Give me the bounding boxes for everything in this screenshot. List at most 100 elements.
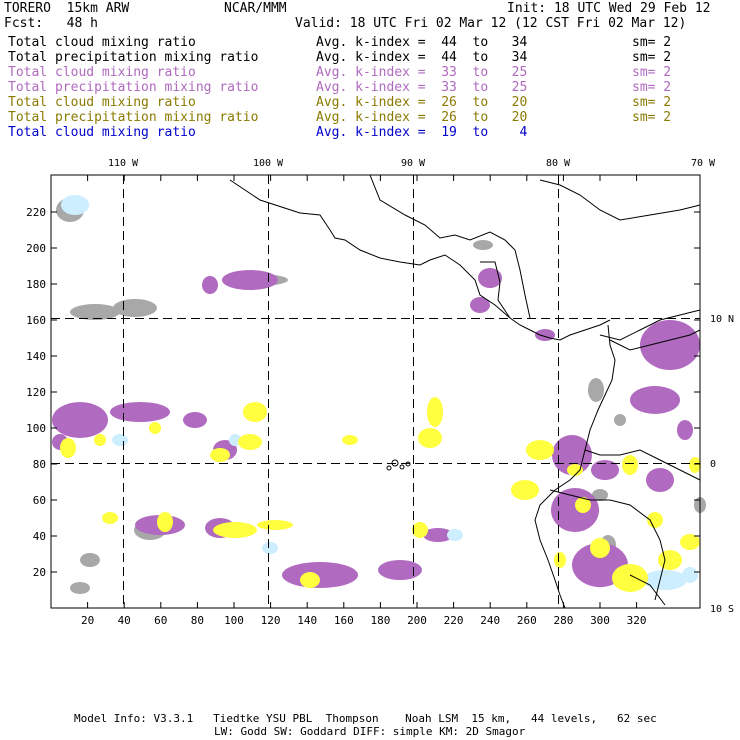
yellow-precip (418, 428, 442, 448)
coastline (584, 449, 701, 481)
longitude-label: 100 W (253, 158, 284, 169)
y-tick-label: 60 (33, 494, 46, 507)
legend-smoothing: sm= 2 (632, 80, 672, 95)
y-tick-label: 140 (26, 350, 46, 363)
yellow-precip (511, 480, 539, 500)
legend-smoothing: sm= 2 (632, 65, 672, 80)
light-blue-cloud (682, 567, 698, 583)
x-tick-label: 40 (118, 614, 131, 627)
purple-cloud (677, 420, 693, 440)
yellow-precip (238, 434, 262, 450)
y-tick-label: 200 (26, 242, 46, 255)
purple-cloud (423, 528, 453, 542)
x-tick-label: 280 (553, 614, 573, 627)
model-info: Model Info: V3.3.1 Tiedtke YSU PBL Thomp… (74, 712, 657, 725)
longitude-label: 80 W (546, 158, 571, 169)
legend-field: Total precipitation mixing ratio (8, 110, 259, 125)
y-tick-label: 20 (33, 566, 46, 579)
x-tick-label: 120 (261, 614, 281, 627)
yellow-precip (526, 440, 554, 460)
axis-labels: 220 200 180 160 140 120 100 80 60 40 20 20 40 60 80 100… (26, 158, 734, 627)
coastline (629, 574, 666, 606)
yellow-precip (575, 497, 591, 513)
y-tick-label: 40 (33, 530, 46, 543)
coastline (539, 179, 701, 221)
latitude-label: 10 S (710, 604, 734, 615)
purple-cloud (552, 435, 592, 475)
longitude-label: 110 W (108, 158, 139, 169)
purple-cloud (52, 402, 108, 438)
legend-field: Total cloud mixing ratio (8, 95, 196, 110)
x-tick-label: 20 (81, 614, 94, 627)
purple-cloud (478, 268, 502, 288)
latitude-label: 0 (710, 459, 716, 470)
gray-cloud (592, 489, 608, 501)
legend-smoothing: sm= 2 (632, 50, 672, 65)
yellow-precip (149, 422, 161, 434)
gray-cloud (70, 304, 120, 320)
valid-time: Valid: 18 UTC Fri 02 Mar 12 (12 CST Fri … (295, 16, 687, 31)
legend-row: Total precipitation mixing ratio Avg. k-i… (8, 50, 708, 65)
yellow-precip (622, 455, 638, 475)
yellow-precip (102, 512, 118, 524)
legend-field: Total precipitation mixing ratio (8, 80, 259, 95)
yellow-precip (300, 572, 320, 588)
legend-smoothing: sm= 2 (632, 95, 672, 110)
y-tick-label: 80 (33, 458, 46, 471)
legend-field: Total cloud mixing ratio (8, 125, 196, 140)
light-blue-cloud (262, 542, 278, 554)
axis-ticks (51, 175, 700, 608)
longitude-label: 70 W (691, 158, 716, 169)
physics-info: LW: Godd SW: Goddard DIFF: simple KM: 2D… (214, 725, 526, 738)
yellow-precip (680, 534, 700, 550)
yellow-precip (213, 522, 257, 538)
x-tick-label: 320 (627, 614, 647, 627)
yellow-precip (257, 520, 293, 530)
x-tick-label: 100 (224, 614, 244, 627)
coastline (549, 489, 666, 601)
x-tick-label: 60 (154, 614, 167, 627)
yellow-precip (157, 512, 173, 532)
y-tick-label: 220 (26, 206, 46, 219)
coastline (229, 179, 611, 341)
legend-smoothing: sm= 2 (632, 35, 672, 50)
lat-lon-grid (51, 175, 700, 608)
legend-row: Total cloud mixing ratio Avg. k-index = 1… (8, 125, 708, 140)
x-tick-label: 200 (407, 614, 427, 627)
coastlines (229, 174, 701, 609)
island (386, 465, 392, 471)
yellow-precip (567, 464, 583, 476)
island (399, 464, 405, 470)
gray-cloud (80, 553, 100, 567)
light-blue-cloud (643, 570, 687, 590)
cloud-fields (52, 195, 706, 594)
gray-cloud (473, 240, 493, 250)
light-blue-cloud (112, 434, 128, 446)
purple-cloud (222, 270, 278, 290)
light-blue-cloud (229, 434, 241, 446)
legend-row: Total cloud mixing ratio Avg. k-index = 4… (8, 35, 708, 50)
coastline (369, 174, 516, 251)
yellow-precip (612, 564, 648, 592)
model-title: TORERO 15km ARW (4, 1, 130, 16)
purple-cloud (591, 460, 619, 480)
legend-index: Avg. k-index = 26 to 20 (316, 110, 528, 125)
legend-row: Total precipitation mixing ratio Avg. k-i… (8, 80, 708, 95)
yellow-precip (94, 434, 106, 446)
x-tick-label: 240 (480, 614, 500, 627)
x-tick-label: 140 (297, 614, 317, 627)
yellow-precip (342, 435, 358, 445)
light-blue-cloud (447, 529, 463, 541)
legend-field: Total precipitation mixing ratio (8, 50, 259, 65)
coastline (609, 329, 701, 351)
x-tick-label: 220 (444, 614, 464, 627)
light-blue-cloud (61, 195, 89, 215)
legend-index: Avg. k-index = 33 to 25 (316, 80, 528, 95)
coastline (514, 249, 531, 319)
gray-cloud (113, 299, 157, 317)
legend-field: Total cloud mixing ratio (8, 65, 196, 80)
legend-row: Total cloud mixing ratio Avg. k-index = 3… (8, 65, 708, 80)
coastline (599, 309, 701, 341)
yellow-precip (243, 402, 267, 422)
